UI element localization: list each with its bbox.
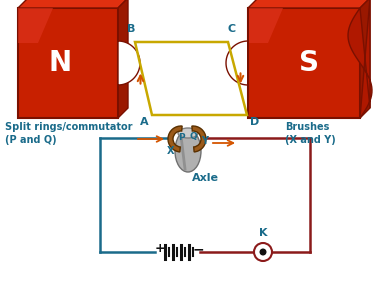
- Polygon shape: [118, 8, 140, 118]
- Polygon shape: [248, 8, 360, 118]
- Ellipse shape: [175, 130, 201, 172]
- Text: N: N: [49, 49, 72, 77]
- Polygon shape: [360, 0, 370, 118]
- Text: Axle: Axle: [191, 173, 219, 183]
- Polygon shape: [348, 0, 372, 118]
- Text: A: A: [140, 117, 148, 127]
- Text: X: X: [167, 146, 175, 156]
- Text: C: C: [228, 24, 236, 34]
- Polygon shape: [248, 8, 283, 43]
- Text: +: +: [155, 243, 165, 255]
- Polygon shape: [226, 8, 248, 118]
- Polygon shape: [18, 8, 118, 118]
- Text: P: P: [178, 133, 184, 142]
- Text: B: B: [127, 24, 135, 34]
- Text: Brushes
(X and Y): Brushes (X and Y): [285, 122, 336, 145]
- Polygon shape: [18, 8, 53, 43]
- Text: Split rings/commutator
(P and Q): Split rings/commutator (P and Q): [5, 122, 133, 145]
- Ellipse shape: [178, 128, 198, 138]
- Polygon shape: [18, 0, 128, 8]
- Text: K: K: [259, 228, 267, 238]
- Text: −: −: [192, 242, 204, 256]
- Wedge shape: [168, 126, 182, 152]
- Text: Y: Y: [202, 136, 208, 146]
- Circle shape: [260, 249, 266, 255]
- Text: D: D: [251, 117, 260, 127]
- Text: S: S: [299, 49, 319, 77]
- Polygon shape: [118, 0, 128, 118]
- Text: Q: Q: [189, 133, 197, 142]
- Circle shape: [254, 243, 272, 261]
- Wedge shape: [192, 126, 206, 152]
- Polygon shape: [248, 0, 370, 8]
